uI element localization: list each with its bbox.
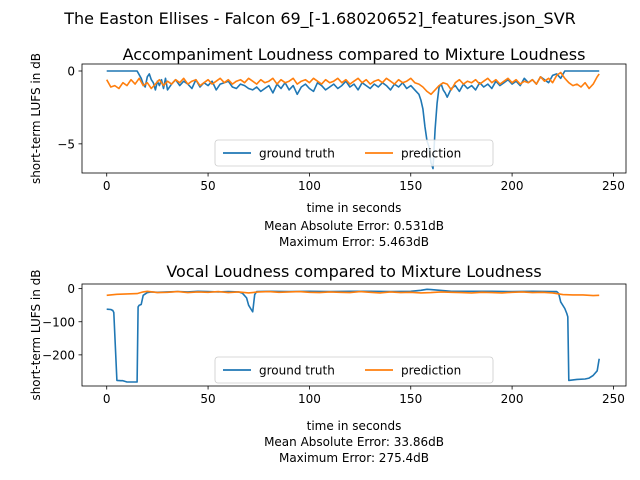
series-line-ground-truth: [106, 288, 600, 383]
charts-group: Accompaniment Loudness compared to Mixtu…: [29, 45, 627, 465]
series-line-ground-truth: [106, 70, 600, 170]
metric-text: Mean Absolute Error: 33.86dB: [264, 435, 444, 449]
y-tick-label: −100: [42, 315, 75, 329]
series-line-prediction: [106, 71, 600, 96]
y-tick-label: 0: [67, 282, 75, 296]
x-tick-label: 100: [298, 392, 321, 406]
x-tick-label: 50: [200, 392, 215, 406]
chart-title: Vocal Loudness compared to Mixture Loudn…: [166, 262, 541, 281]
x-tick-label: 200: [501, 179, 524, 193]
legend-box: [214, 356, 494, 384]
x-tick-label: 250: [602, 179, 625, 193]
x-tick-label: 150: [399, 392, 422, 406]
y-axis-label: short-term LUFS in dB: [29, 269, 43, 400]
chart-title: Accompaniment Loudness compared to Mixtu…: [123, 45, 586, 64]
legend-label-ground-truth: ground truth: [259, 364, 335, 378]
x-tick-label: 250: [602, 392, 625, 406]
y-tick-label: −200: [42, 348, 75, 362]
legend-label-prediction: prediction: [401, 364, 461, 378]
plot-frame: [81, 63, 627, 174]
legend: ground truth prediction: [214, 139, 494, 167]
chart-2: Vocal Loudness compared to Mixture Loudn…: [29, 262, 627, 465]
legend: ground truth prediction: [214, 356, 494, 384]
x-tick-label: 50: [200, 179, 215, 193]
metric-text: Maximum Error: 275.4dB: [279, 451, 429, 465]
x-tick-label: 0: [103, 179, 111, 193]
x-tick-label: 100: [298, 179, 321, 193]
legend-label-ground-truth: ground truth: [259, 147, 335, 161]
metric-text: Mean Absolute Error: 0.531dB: [264, 219, 444, 233]
metric-text: Maximum Error: 5.463dB: [279, 235, 429, 249]
series-line-prediction: [106, 290, 600, 297]
x-axis-label: time in seconds: [307, 419, 402, 433]
legend-box: [214, 139, 494, 167]
y-axis-label: short-term LUFS in dB: [29, 53, 43, 184]
legend-label-prediction: prediction: [401, 147, 461, 161]
chart-1: Accompaniment Loudness compared to Mixtu…: [29, 45, 627, 249]
plot-frame: [81, 283, 627, 387]
x-tick-label: 200: [501, 392, 524, 406]
y-tick-label: 0: [67, 64, 75, 78]
y-tick-label: −5: [57, 137, 75, 151]
x-tick-label: 0: [103, 392, 111, 406]
x-tick-label: 150: [399, 179, 422, 193]
x-axis-label: time in seconds: [307, 201, 402, 215]
figure-suptitle: The Easton Ellises - Falcon 69_[-1.68020…: [63, 9, 576, 29]
